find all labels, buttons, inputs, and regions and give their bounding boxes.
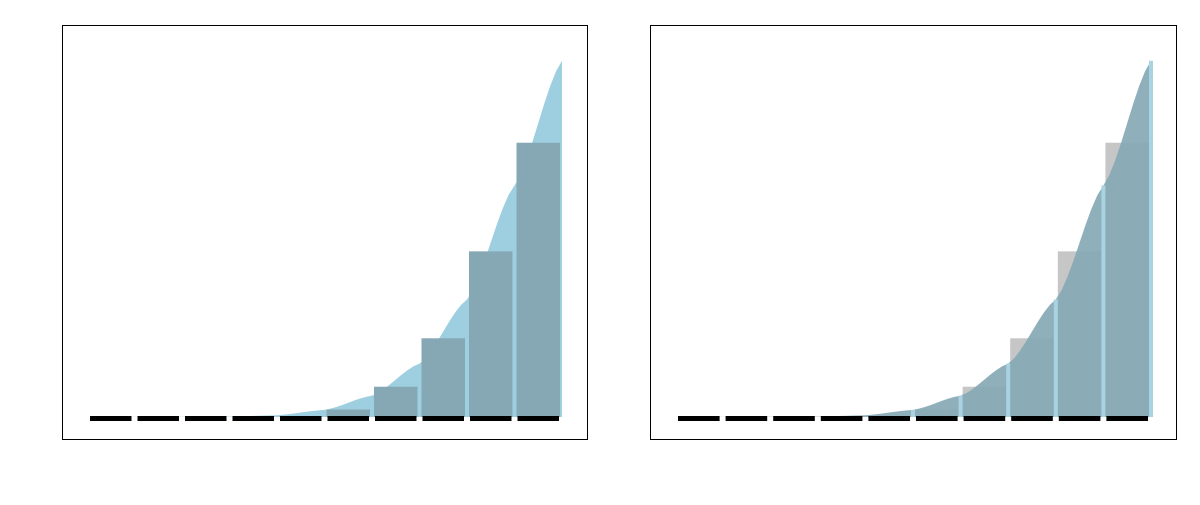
baseline-segment-1 bbox=[90, 416, 132, 421]
baseline-segment-8 bbox=[1011, 416, 1053, 421]
bin-gap bbox=[959, 396, 963, 417]
baseline-segment-10 bbox=[1106, 416, 1148, 421]
baseline-segment-2 bbox=[726, 416, 768, 421]
chart-panel-1 bbox=[63, 26, 588, 440]
baseline-segment-3 bbox=[185, 416, 227, 421]
baseline-segment-9 bbox=[470, 416, 512, 421]
baseline-segment-10 bbox=[518, 416, 560, 421]
baseline-segment-6 bbox=[328, 416, 370, 421]
bin-gap bbox=[911, 410, 915, 417]
bar-9 bbox=[469, 251, 513, 417]
baseline-segment-8 bbox=[423, 416, 465, 421]
bin-gap bbox=[1149, 61, 1153, 417]
baseline-segment-7 bbox=[964, 416, 1006, 421]
bar-6 bbox=[327, 410, 371, 417]
baseline-segment-9 bbox=[1059, 416, 1101, 421]
chart-panel-2 bbox=[651, 26, 1177, 440]
baseline-segment-2 bbox=[138, 416, 180, 421]
baseline-segment-4 bbox=[821, 416, 863, 421]
bar-10 bbox=[517, 143, 561, 417]
baseline-segment-1 bbox=[678, 416, 720, 421]
baseline-segment-4 bbox=[233, 416, 275, 421]
bar-8 bbox=[422, 338, 466, 417]
bin-gap bbox=[1054, 299, 1058, 417]
bin-gap bbox=[1006, 364, 1010, 417]
baseline-segment-3 bbox=[773, 416, 815, 421]
baseline-segment-5 bbox=[868, 416, 910, 421]
baseline-segment-5 bbox=[280, 416, 322, 421]
bar-7 bbox=[374, 387, 418, 417]
bin-gap bbox=[1101, 185, 1105, 417]
baseline-segment-6 bbox=[916, 416, 958, 421]
baseline-segment-7 bbox=[375, 416, 417, 421]
